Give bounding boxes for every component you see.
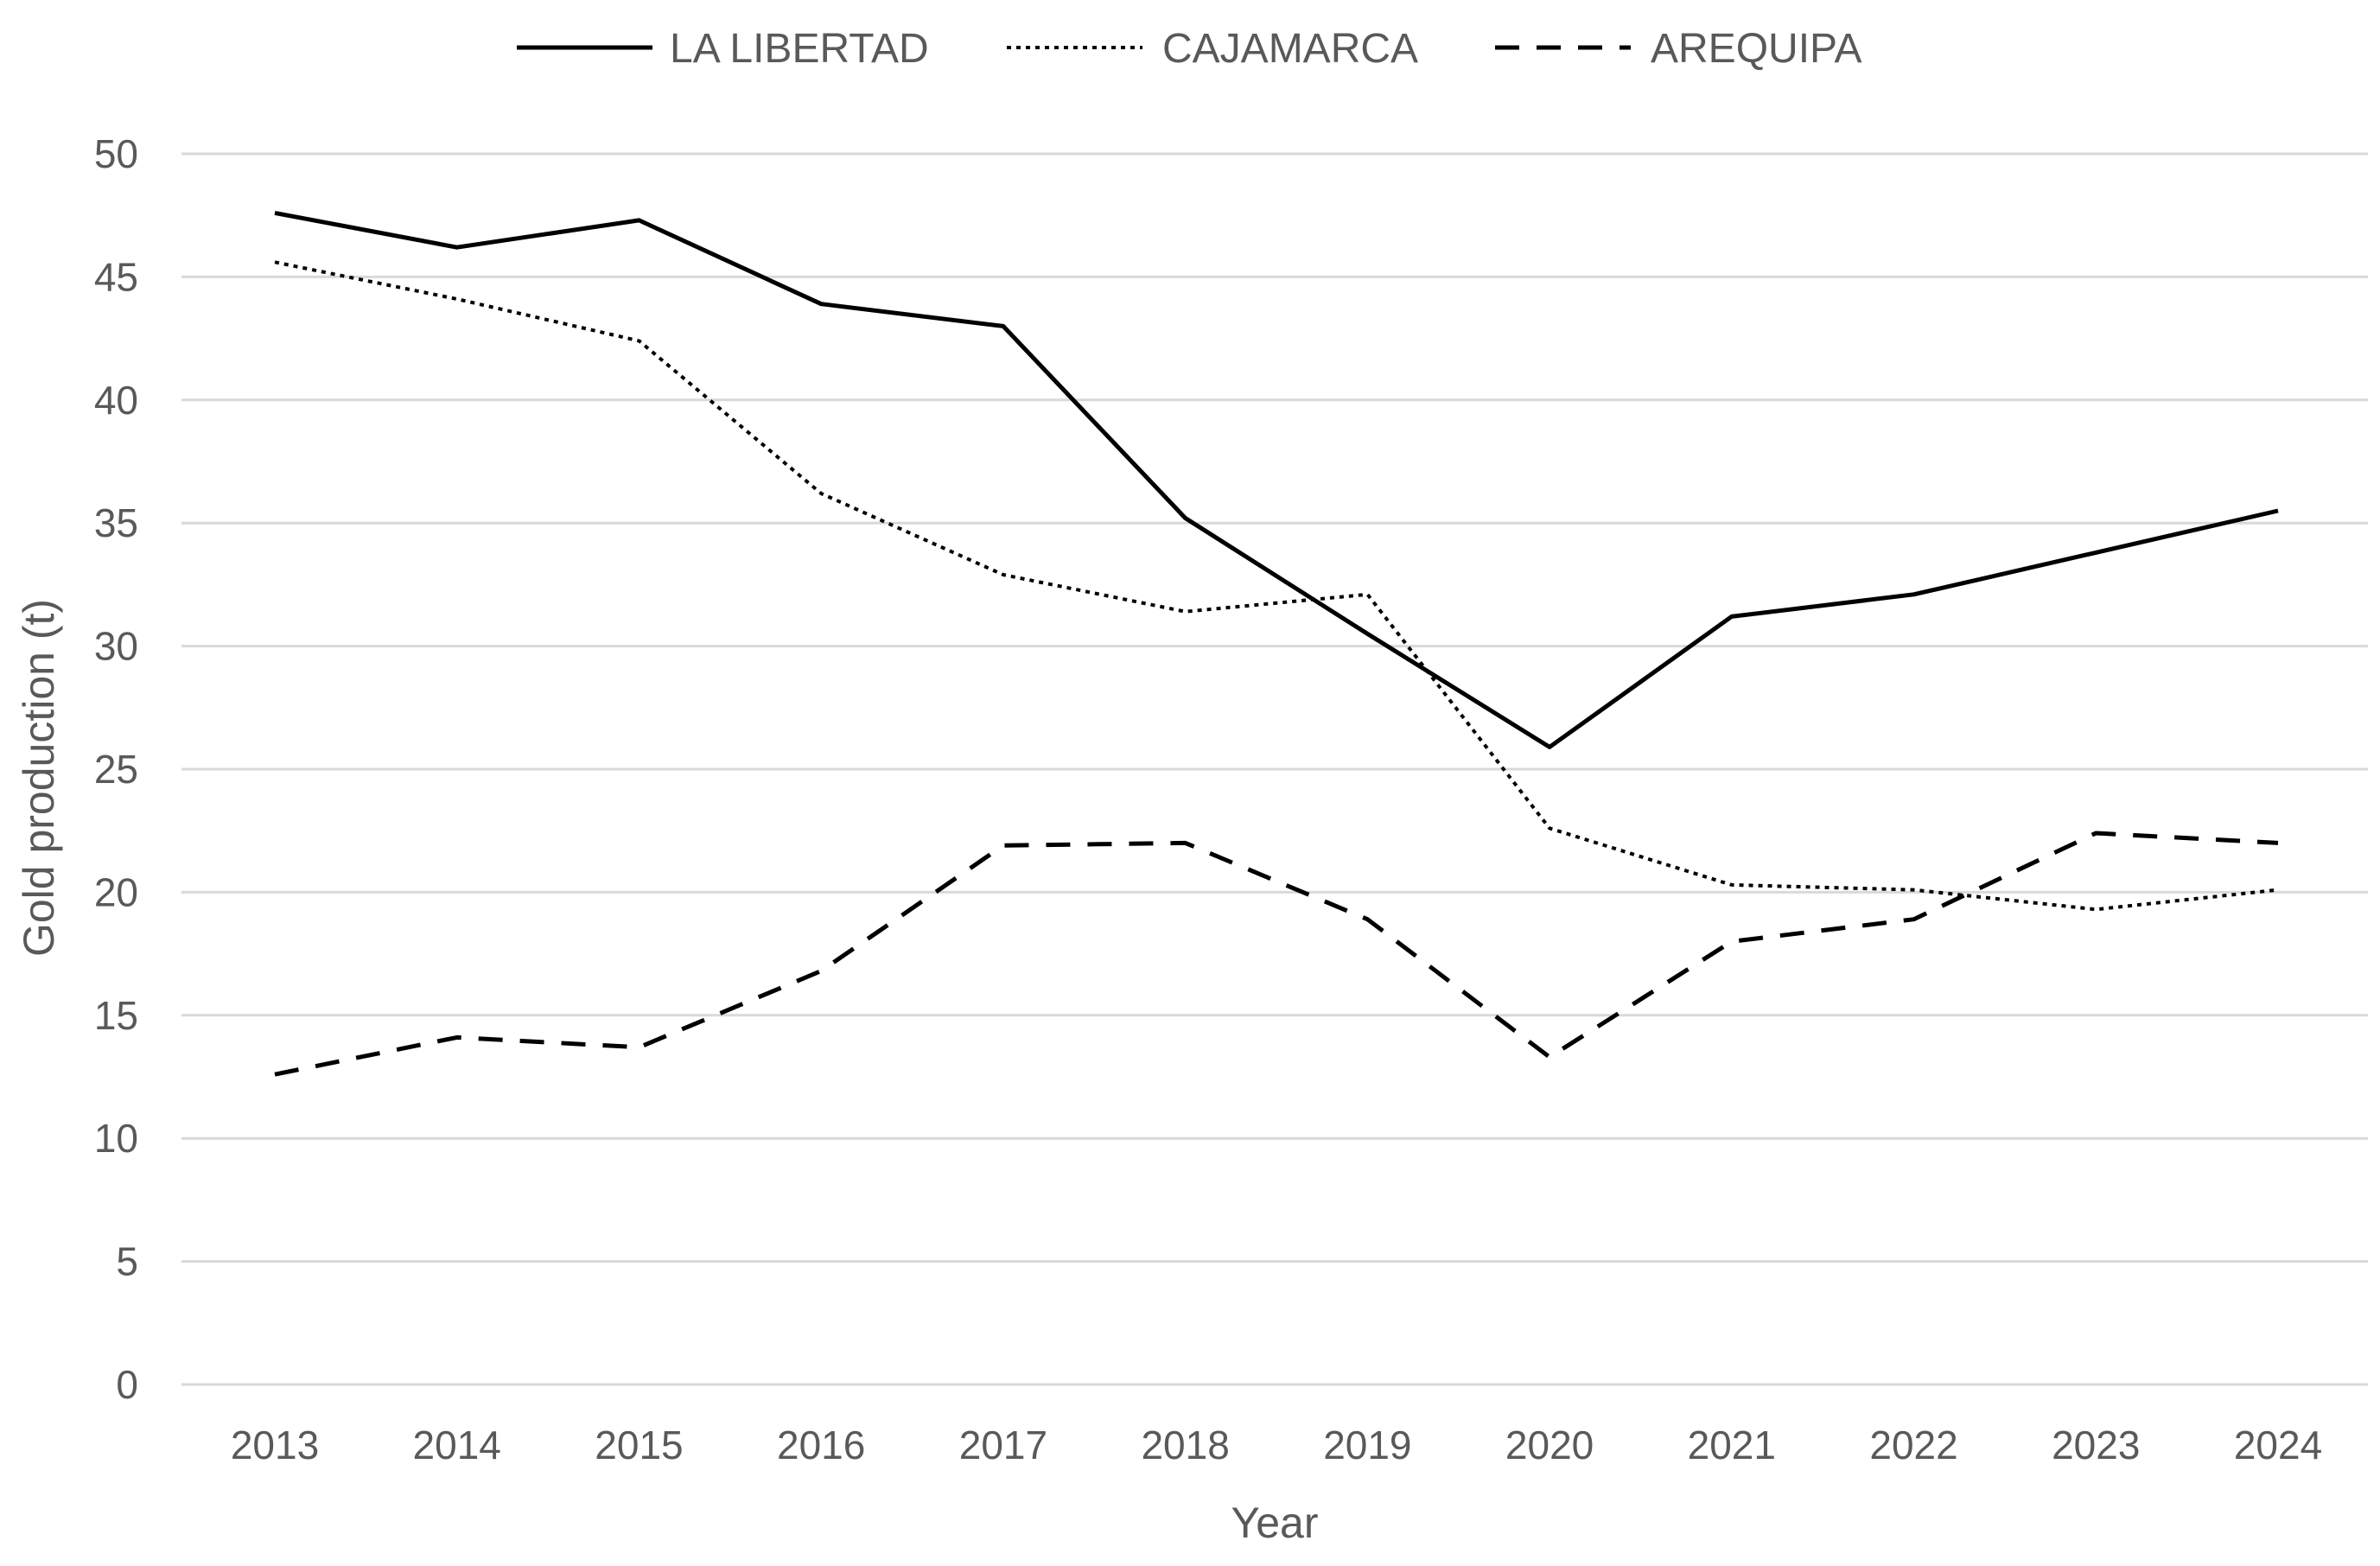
y-axis-title: Gold production (t)	[15, 599, 63, 957]
y-tick-label: 45	[94, 254, 138, 299]
y-tick-label: 50	[94, 131, 138, 176]
legend: LA LIBERTAD CAJAMARCA AREQUIPA	[517, 26, 1862, 72]
y-tick-label: 40	[94, 378, 138, 423]
y-axis-ticks: 0 5 10 15 20 25 30 35 40 45 50	[94, 131, 138, 1407]
gridlines	[181, 152, 2368, 1386]
y-tick-label: 30	[94, 624, 138, 669]
x-tick-label: 2021	[1688, 1423, 1776, 1467]
legend-item-arequipa: AREQUIPA	[1495, 26, 1862, 72]
x-tick-label: 2017	[959, 1423, 1047, 1467]
x-tick-label: 2016	[777, 1423, 865, 1467]
y-tick-label: 20	[94, 869, 138, 914]
y-tick-label: 35	[94, 500, 138, 545]
legend-label: AREQUIPA	[1651, 26, 1862, 72]
x-axis-ticks: 2013 2014 2015 2016 2017 2018 2019 2020 2021 2022…	[231, 1423, 2322, 1467]
series-lines	[274, 210, 2279, 1077]
x-tick-label: 2019	[1323, 1423, 1411, 1467]
x-tick-label: 2024	[2234, 1423, 2322, 1467]
legend-label: LA LIBERTAD	[670, 26, 929, 72]
y-tick-label: 5	[116, 1239, 138, 1284]
series-line-arequipa	[274, 831, 2279, 1077]
x-tick-label: 2013	[231, 1423, 319, 1467]
x-tick-label: 2023	[2052, 1423, 2140, 1467]
x-tick-label: 2014	[413, 1423, 501, 1467]
series-line-la-libertad	[274, 210, 2279, 749]
legend-item-cajamarca: CAJAMARCA	[1007, 26, 1418, 72]
series-line-cajamarca	[274, 260, 2279, 912]
x-axis-title: Year	[1231, 1499, 1318, 1547]
y-tick-label: 15	[94, 993, 138, 1038]
legend-item-la-libertad: LA LIBERTAD	[517, 26, 929, 72]
x-tick-label: 2015	[595, 1423, 683, 1467]
y-tick-label: 0	[116, 1362, 138, 1407]
x-tick-label: 2020	[1505, 1423, 1594, 1467]
legend-label: CAJAMARCA	[1162, 26, 1418, 72]
x-tick-label: 2018	[1141, 1423, 1229, 1467]
y-tick-label: 10	[94, 1116, 138, 1161]
x-tick-label: 2022	[1869, 1423, 1957, 1467]
y-tick-label: 25	[94, 747, 138, 792]
